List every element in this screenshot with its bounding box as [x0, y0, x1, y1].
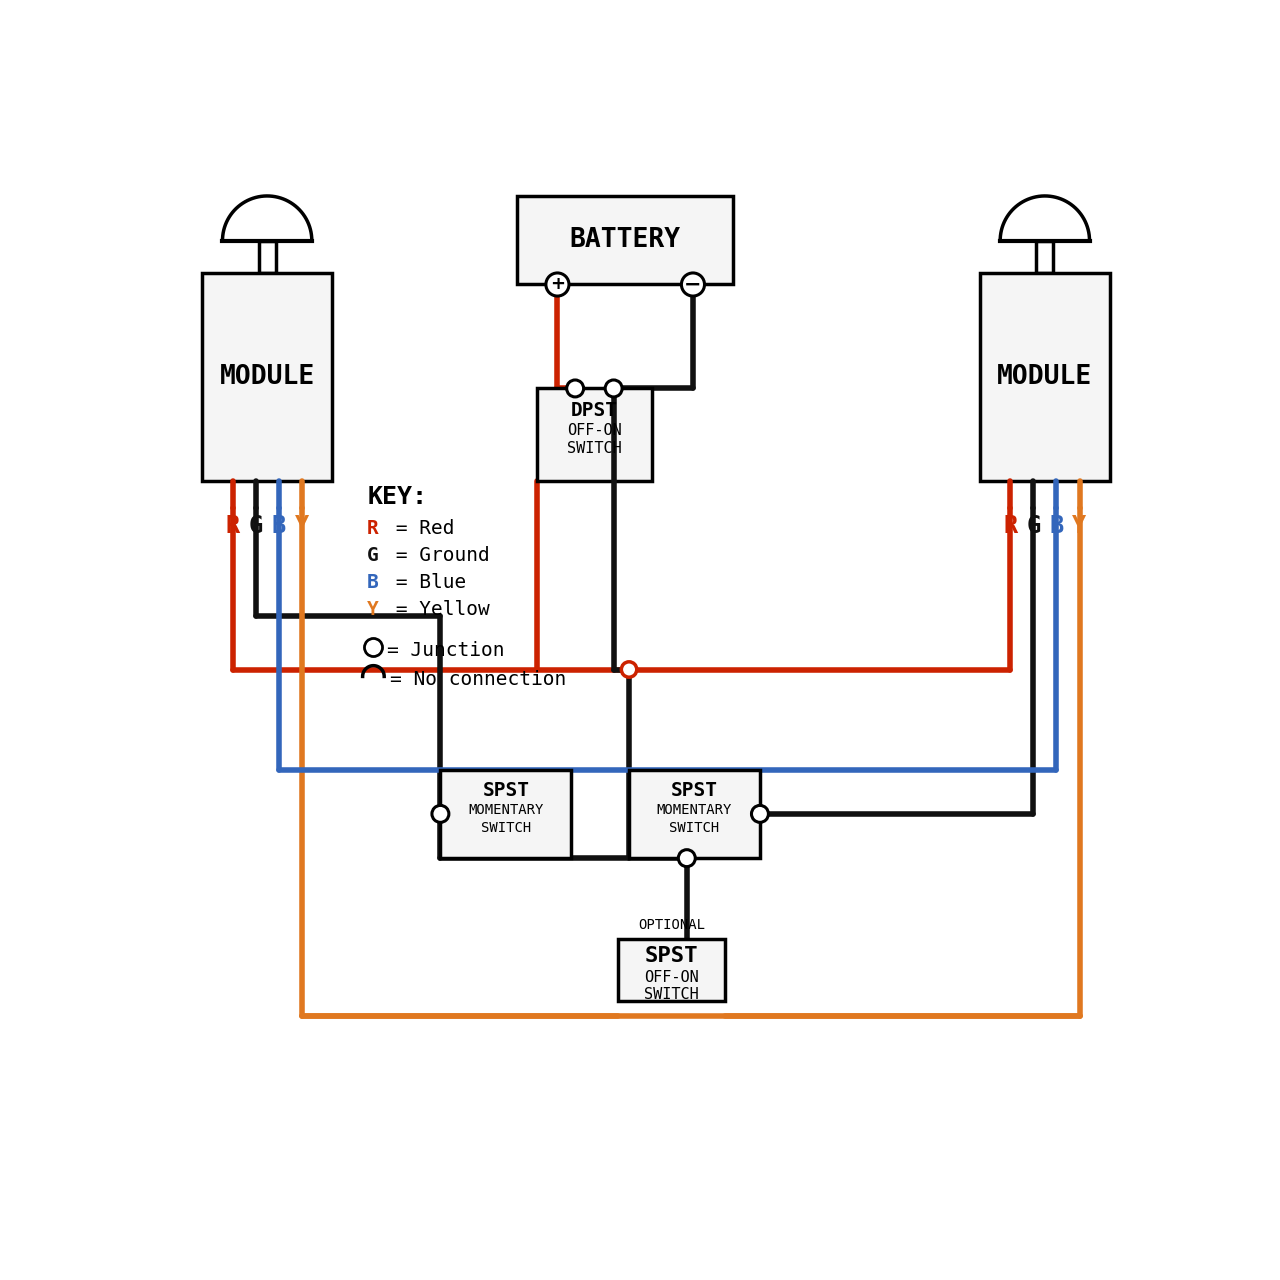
Text: MODULE: MODULE [997, 364, 1092, 390]
Text: SWITCH: SWITCH [567, 442, 622, 456]
Text: SPST: SPST [483, 781, 530, 800]
Bar [259, 241, 275, 273]
Text: B: B [271, 515, 285, 538]
Text: SWITCH: SWITCH [481, 822, 531, 835]
Text: = Yellow: = Yellow [384, 600, 490, 620]
Text: MODULE: MODULE [220, 364, 315, 390]
Text: R: R [225, 515, 239, 538]
Text: MOMENTARY: MOMENTARY [657, 804, 732, 818]
Text: BATTERY: BATTERY [570, 228, 681, 253]
Text: B: B [367, 573, 379, 593]
Text: G: G [1027, 515, 1041, 538]
Bar [440, 769, 571, 858]
Text: R: R [1004, 515, 1018, 538]
Bar [628, 769, 760, 858]
Text: −: − [685, 274, 701, 294]
Text: = Ground: = Ground [384, 547, 490, 566]
Circle shape [605, 380, 622, 397]
Circle shape [678, 850, 695, 867]
Bar [980, 273, 1110, 481]
Text: SWITCH: SWITCH [669, 822, 719, 835]
Circle shape [545, 273, 570, 296]
Text: G: G [248, 515, 262, 538]
Circle shape [751, 805, 768, 822]
Text: B: B [1050, 515, 1064, 538]
Polygon shape [1000, 196, 1089, 241]
Text: G: G [367, 547, 379, 566]
Bar [536, 388, 652, 481]
Text: = Junction: = Junction [388, 641, 504, 660]
Circle shape [621, 662, 636, 677]
Text: SPST: SPST [671, 781, 718, 800]
Text: = No connection: = No connection [390, 671, 567, 689]
Circle shape [567, 380, 584, 397]
Text: R: R [367, 520, 379, 539]
Polygon shape [223, 196, 312, 241]
Text: Y: Y [1073, 515, 1087, 538]
Text: SWITCH: SWITCH [644, 987, 699, 1002]
Text: Y: Y [367, 600, 379, 620]
Bar [617, 940, 726, 1001]
Circle shape [681, 273, 704, 296]
Text: KEY:: KEY: [367, 485, 428, 508]
Text: Y: Y [294, 515, 308, 538]
Text: OFF-ON: OFF-ON [567, 424, 622, 438]
Text: SPST: SPST [645, 946, 698, 966]
Text: = Blue: = Blue [384, 573, 466, 593]
Text: = Red: = Red [384, 520, 454, 539]
Text: OFF-ON: OFF-ON [644, 970, 699, 986]
Bar [1037, 241, 1053, 273]
Text: +: + [550, 275, 564, 293]
Bar [202, 273, 332, 481]
Text: MOMENTARY: MOMENTARY [468, 804, 544, 818]
Text: DPST: DPST [571, 401, 618, 420]
Bar [517, 196, 733, 284]
Text: OPTIONAL: OPTIONAL [637, 918, 705, 932]
Circle shape [431, 805, 449, 822]
